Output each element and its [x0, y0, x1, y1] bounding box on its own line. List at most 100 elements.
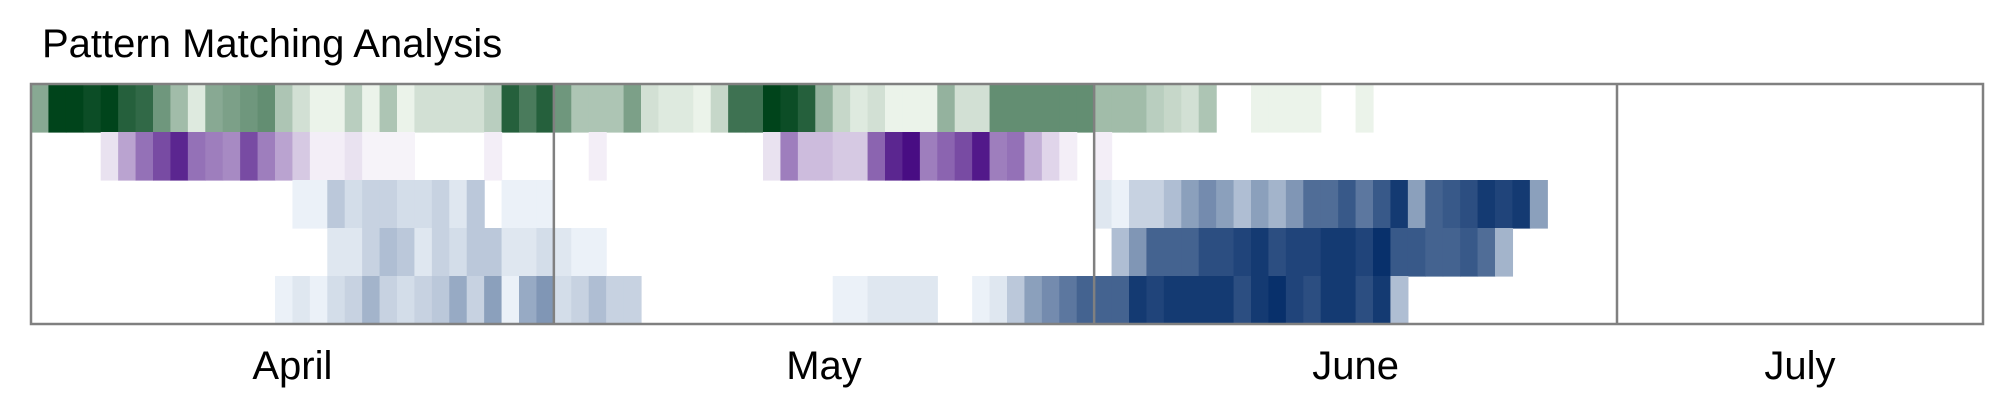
heatmap-cell: [885, 84, 904, 133]
heatmap-cell: [100, 84, 119, 133]
heatmap-cell: [222, 132, 241, 181]
heatmap-cell: [850, 84, 869, 133]
heatmap-cell: [170, 132, 189, 181]
heatmap-cell: [1129, 228, 1148, 277]
heatmap-cell: [501, 276, 520, 325]
heatmap-cell: [501, 84, 520, 133]
heatmap-cell: [327, 180, 346, 229]
heatmap-cell: [1268, 180, 1287, 229]
chart-title: Pattern Matching Analysis: [42, 22, 503, 66]
heatmap-cell: [1181, 276, 1200, 325]
heatmap-cell: [153, 132, 172, 181]
heatmap-cell: [484, 132, 503, 181]
heatmap-cell: [1146, 180, 1165, 229]
heatmap-cell: [187, 132, 206, 181]
heatmap-cell: [135, 132, 154, 181]
heatmap-cell: [1129, 84, 1148, 133]
heatmap-cell: [588, 132, 607, 181]
heatmap-cell: [1251, 180, 1270, 229]
heatmap-cell: [1076, 276, 1095, 325]
heatmap-cell: [1251, 84, 1270, 133]
month-label: June: [1312, 344, 1399, 388]
heatmap-cell: [1477, 180, 1496, 229]
plot-frame: [29, 82, 1985, 326]
heatmap-cell: [989, 276, 1008, 325]
heatmap-cell: [954, 84, 973, 133]
heatmap-cell: [728, 84, 747, 133]
heatmap-cell: [815, 132, 834, 181]
heatmap-cell: [571, 228, 590, 277]
heatmap-cell: [466, 84, 485, 133]
heatmap-cell: [1094, 84, 1113, 133]
heatmap-cell: [989, 132, 1008, 181]
heatmap-cell: [1059, 132, 1078, 181]
heatmap-cell: [275, 84, 294, 133]
heatmap-cell: [1285, 228, 1304, 277]
heatmap-cell: [588, 84, 607, 133]
heatmap-cell: [1355, 180, 1374, 229]
heatmap-cell: [118, 132, 137, 181]
heatmap-cell: [327, 276, 346, 325]
heatmap-cell: [1111, 276, 1130, 325]
heatmap-cell: [153, 84, 172, 133]
month-label: July: [1764, 344, 1835, 388]
heatmap-cell: [1094, 132, 1113, 181]
heatmap-cell: [449, 180, 468, 229]
heatmap-cell: [885, 132, 904, 181]
heatmap-cell: [449, 276, 468, 325]
heatmap-cell: [519, 276, 538, 325]
heatmap-cell: [379, 276, 398, 325]
heatmap-cell: [1163, 228, 1182, 277]
heatmap-cell: [309, 276, 328, 325]
heatmap-cell: [780, 132, 799, 181]
heatmap-cell: [1181, 84, 1200, 133]
heatmap-cell: [414, 180, 433, 229]
heatmap-cell: [1024, 84, 1043, 133]
heatmap-cell: [379, 228, 398, 277]
heatmap-cell: [170, 84, 189, 133]
heatmap-cell: [1460, 180, 1479, 229]
heatmap-cell: [1059, 84, 1078, 133]
heatmap-cell: [449, 84, 468, 133]
heatmap-cell: [1425, 180, 1444, 229]
heatmap-cell: [536, 276, 555, 325]
heatmap-cell: [1303, 84, 1322, 133]
heatmap-cell: [100, 132, 119, 181]
heatmap-cell: [222, 84, 241, 133]
heatmap-cell: [1390, 276, 1409, 325]
heatmap-cell: [1285, 180, 1304, 229]
heatmap-cell: [1355, 84, 1374, 133]
heatmap-cell: [1338, 180, 1357, 229]
heatmap-cell: [362, 228, 381, 277]
heatmap-cell: [414, 228, 433, 277]
heatmap-cell: [1216, 228, 1235, 277]
heatmap-cell: [536, 180, 555, 229]
heatmap-cell: [484, 276, 503, 325]
heatmap-cell: [867, 84, 886, 133]
heatmap-cell: [1512, 180, 1531, 229]
heatmap-cell: [1146, 228, 1165, 277]
heatmap-cell: [902, 84, 921, 133]
heatmap-cell: [501, 180, 520, 229]
heatmap-cell: [1268, 84, 1287, 133]
heatmap-cell: [240, 84, 259, 133]
heatmap-cell: [1024, 132, 1043, 181]
heatmap-cell: [397, 180, 416, 229]
heatmap-cell: [1041, 84, 1060, 133]
heatmap-cell: [588, 228, 607, 277]
heatmap-cell: [344, 132, 363, 181]
heatmap-cell: [1233, 180, 1252, 229]
heatmap-cell: [867, 132, 886, 181]
heatmap-cell: [553, 84, 572, 133]
heatmap-cell: [832, 84, 851, 133]
heatmap-cell: [1129, 276, 1148, 325]
heatmap-cell: [658, 84, 677, 133]
heatmap-cell: [65, 84, 84, 133]
heatmap-cell: [972, 276, 991, 325]
heatmap-cell: [1163, 180, 1182, 229]
heatmap-cell: [484, 228, 503, 277]
heatmap-cell: [1390, 228, 1409, 277]
heatmap-cell: [1146, 84, 1165, 133]
heatmap-cell: [1303, 180, 1322, 229]
heatmap-cell: [1268, 276, 1287, 325]
